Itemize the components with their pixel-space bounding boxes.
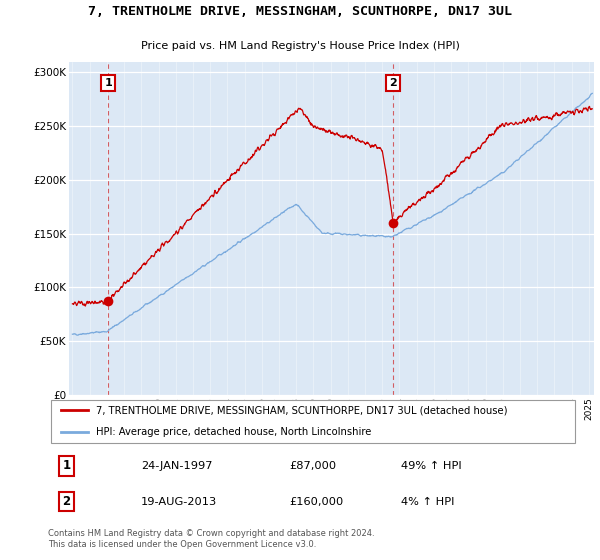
Text: 2: 2: [62, 495, 71, 508]
Text: £87,000: £87,000: [290, 461, 337, 471]
Text: 4% ↑ HPI: 4% ↑ HPI: [401, 497, 455, 507]
Text: Price paid vs. HM Land Registry's House Price Index (HPI): Price paid vs. HM Land Registry's House …: [140, 41, 460, 51]
Text: HPI: Average price, detached house, North Lincolnshire: HPI: Average price, detached house, Nort…: [96, 427, 371, 437]
Text: £160,000: £160,000: [290, 497, 344, 507]
Text: 1: 1: [62, 459, 71, 473]
Text: 2: 2: [389, 78, 397, 88]
FancyBboxPatch shape: [50, 399, 575, 444]
Text: 24-JAN-1997: 24-JAN-1997: [141, 461, 212, 471]
Text: 19-AUG-2013: 19-AUG-2013: [141, 497, 217, 507]
Text: Contains HM Land Registry data © Crown copyright and database right 2024.
This d: Contains HM Land Registry data © Crown c…: [48, 529, 374, 549]
Text: 7, TRENTHOLME DRIVE, MESSINGHAM, SCUNTHORPE, DN17 3UL: 7, TRENTHOLME DRIVE, MESSINGHAM, SCUNTHO…: [88, 5, 512, 18]
Text: 1: 1: [104, 78, 112, 88]
Text: 49% ↑ HPI: 49% ↑ HPI: [401, 461, 462, 471]
Text: 7, TRENTHOLME DRIVE, MESSINGHAM, SCUNTHORPE, DN17 3UL (detached house): 7, TRENTHOLME DRIVE, MESSINGHAM, SCUNTHO…: [96, 405, 507, 416]
